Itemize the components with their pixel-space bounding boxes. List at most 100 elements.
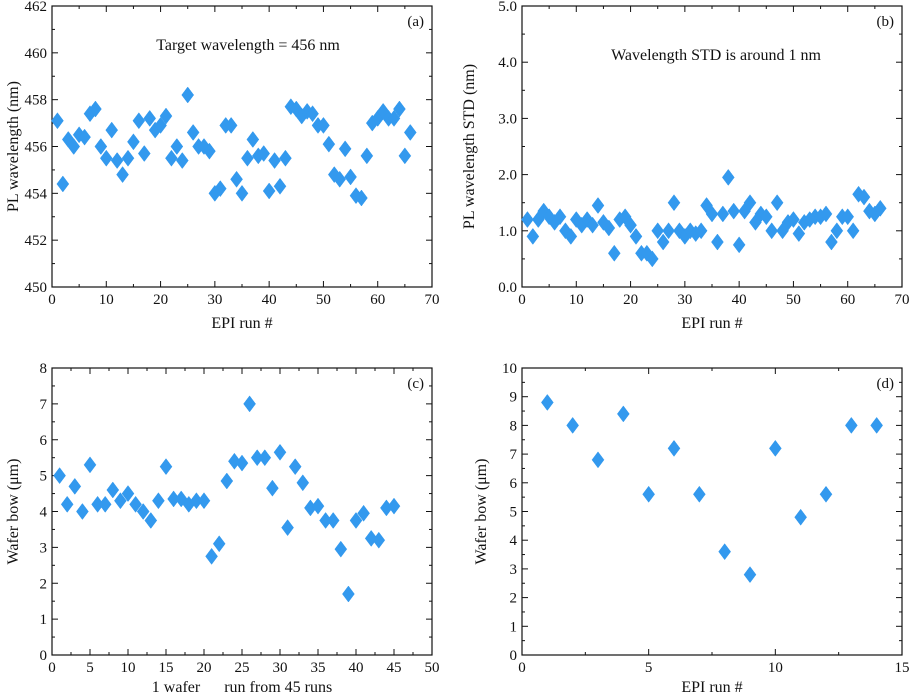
data-point [372,531,386,549]
data-point [765,222,779,240]
data-point [591,197,605,214]
data-point [76,503,89,520]
y-tick-label: 2.0 [498,168,517,184]
x-tick-label: 20 [197,660,212,676]
data-point [769,439,782,457]
data-point [129,495,142,513]
data-point [121,485,135,502]
data-point [203,142,216,160]
data-point [78,128,91,146]
y-tick-label: 5 [40,469,48,485]
y-axis-label: PL wavelength STD (nm) [461,64,478,229]
data-point [53,467,66,485]
data-point [349,512,363,529]
y-tick-label: 2 [40,576,48,592]
x-tick-label: 60 [370,292,385,308]
data-point [136,503,150,520]
data-point [333,170,347,188]
data-point [564,228,578,245]
x-tick-label: 30 [677,292,692,308]
y-tick-label: 3 [510,562,518,578]
data-point [873,199,887,217]
x-tick-label: 20 [623,292,638,308]
y-tick-label: 0 [40,648,48,664]
chart-panel-1: 0 10 20 30 40 50 60 70 450 452 454 456 458 460 462 EPI … [5,0,440,332]
data-point [99,149,113,167]
x-tick-label: 70 [425,292,440,308]
data-point [144,512,158,529]
data-point [98,495,112,513]
y-tick-label: 0.0 [498,280,517,296]
data-point [743,194,757,212]
data-point [165,149,178,167]
data-point [825,233,838,251]
data-point [732,236,746,254]
data-point [559,222,572,240]
data-point [727,202,741,220]
data-point [230,170,243,188]
data-point [629,228,643,245]
data-point [154,117,167,134]
y-tick-label: 6 [510,476,518,492]
x-axis-label: EPI run # [211,315,272,332]
data-point [580,211,594,228]
panel-label: (a) [407,14,424,30]
data-point [89,100,102,118]
data-point [586,216,599,234]
data-point [602,219,616,237]
data-point [542,208,556,226]
data-point [591,451,605,469]
data-point [105,121,119,139]
data-point [175,152,189,169]
data-point [159,458,173,476]
x-tick-label: 5 [645,660,653,676]
y-tick-label: 1 [40,612,48,628]
data-point [132,112,146,130]
x-tick-label: 30 [273,660,288,676]
data-point [607,244,621,262]
y-tick-label: 458 [25,93,48,109]
data-point [819,485,833,503]
data-point [94,138,108,155]
plot-frame [521,367,903,656]
x-tick-label: 0 [48,660,56,676]
data-point [338,140,352,158]
data-point [794,508,807,526]
y-tick-label: 452 [25,233,48,249]
data-point [759,208,773,226]
x-tick-label: 40 [262,292,277,308]
data-point [667,194,681,212]
data-point [281,519,294,537]
y-tick-label: 7 [510,447,518,463]
data-point [393,100,406,118]
data-point [521,211,534,228]
data-point [334,540,348,558]
data-point [857,188,871,206]
data-point [205,547,218,565]
x-tick-label: 50 [786,292,801,308]
chart-annotation: Target wavelength = 456 nm [156,37,340,54]
data-point [317,117,330,134]
y-tick-label: 6 [40,433,48,449]
y-tick-label: 4 [510,533,518,549]
x-tick-label: 15 [159,660,174,676]
data-point [845,416,858,434]
y-axis-label: Wafer bow (μm) [473,459,490,565]
data-point [262,182,276,200]
x-axis-label: EPI run # [681,679,742,696]
x-tick-label: 40 [349,660,364,676]
data-point [718,543,731,561]
data-point [152,492,165,510]
data-point [398,147,412,165]
data-point [116,166,129,184]
data-point [181,86,195,104]
data-point [787,211,800,228]
y-tick-label: 3 [40,540,48,556]
data-point [830,222,844,240]
data-point [212,535,226,553]
data-point [258,449,272,467]
panel-label: (c) [407,376,424,392]
y-tick-label: 4.0 [498,55,517,71]
